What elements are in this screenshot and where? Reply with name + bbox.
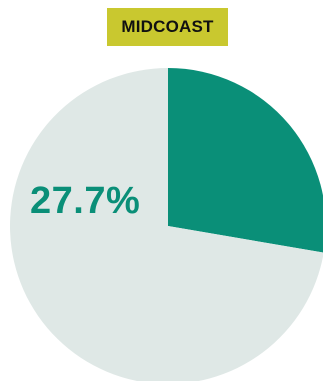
pie-slice-1 — [10, 68, 323, 381]
chart-title: MIDCOAST — [121, 17, 214, 36]
pie-slices — [10, 68, 323, 381]
pie-slice-0 — [168, 68, 323, 253]
title-badge — [107, 8, 228, 46]
slice-data-label: 27.7% — [30, 180, 141, 222]
